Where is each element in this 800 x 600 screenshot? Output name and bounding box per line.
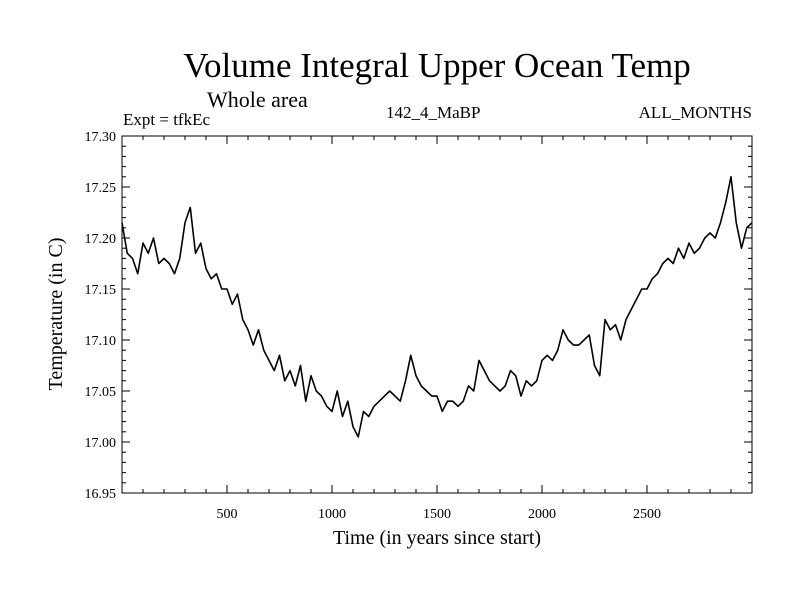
x-tick-label: 2500 (633, 507, 661, 522)
chart-subtitle: Whole area (207, 87, 308, 112)
chart-title: Volume Integral Upper Ocean Temp (183, 46, 691, 85)
x-tick-label: 1000 (318, 507, 346, 522)
y-tick-label: 17.20 (85, 232, 117, 247)
x-axis: 500 1000 1500 2000 2500 (142, 136, 732, 522)
y-tick-label: 17.15 (85, 283, 117, 298)
y-tick-label: 16.95 (85, 487, 117, 502)
y-tick-label: 17.30 (85, 130, 117, 145)
x-tick-label: 500 (217, 507, 238, 522)
y-axis: 16.95 17.00 17.05 17.10 17.15 17.20 17.25 17.30 (85, 130, 752, 502)
plot-frame (121, 135, 753, 494)
x-axis-label: Time (in years since start) (333, 527, 541, 549)
temperature-series-line (121, 176, 753, 438)
months-label: ALL_MONTHS (638, 103, 752, 122)
experiment-label: Expt = tfkEc (123, 110, 211, 129)
y-tick-label: 17.00 (85, 436, 117, 451)
x-tick-label: 1500 (423, 507, 451, 522)
y-tick-label: 17.25 (85, 181, 117, 196)
x-tick-label: 2000 (528, 507, 556, 522)
y-axis-label: Temperature (in C) (45, 238, 67, 391)
y-tick-label: 17.10 (85, 334, 117, 349)
run-label: 142_4_MaBP (386, 103, 481, 122)
y-tick-label: 17.05 (85, 385, 117, 400)
